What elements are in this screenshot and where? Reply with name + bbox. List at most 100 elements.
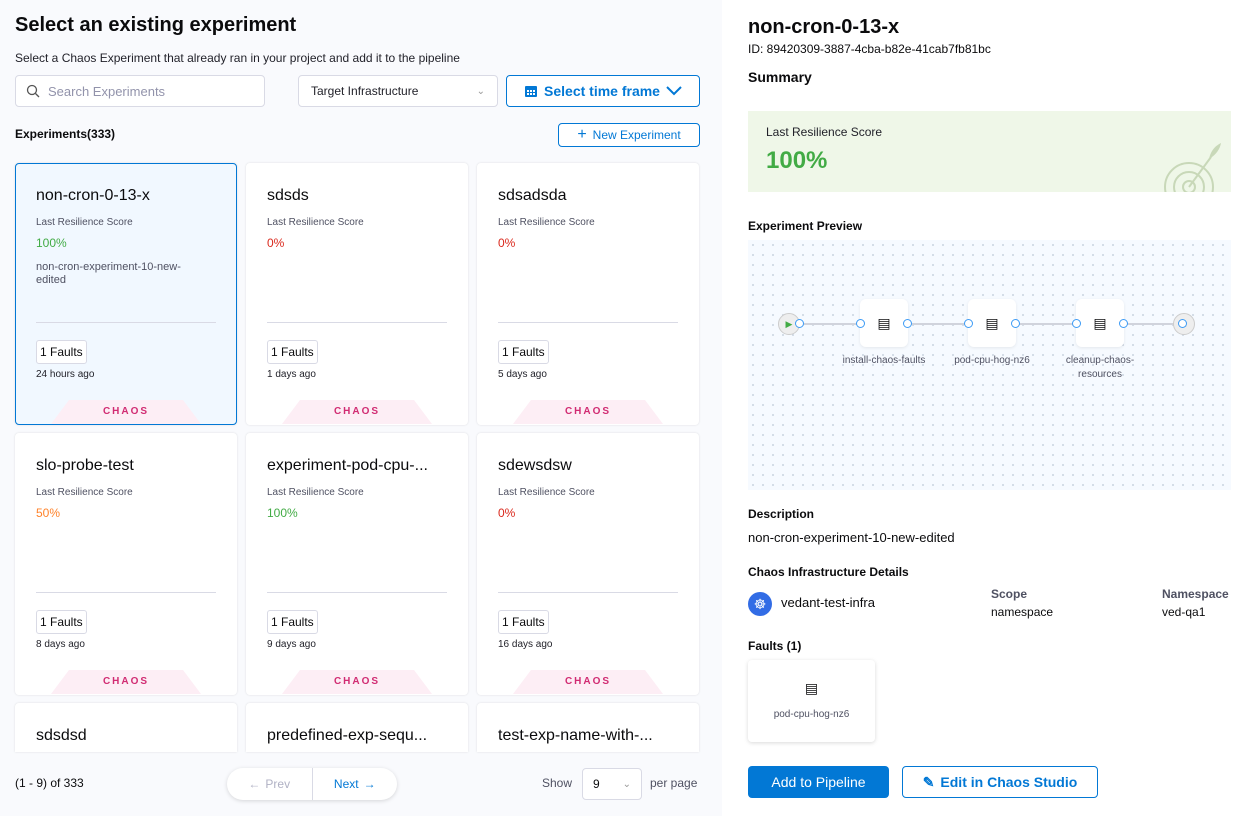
target-infrastructure-select[interactable]: Target Infrastructure ⌄: [298, 75, 498, 107]
search-input[interactable]: Search Experiments: [15, 75, 265, 107]
experiment-grid: non-cron-0-13-x Last Resilience Score 100…: [15, 163, 705, 752]
experiment-card[interactable]: test-exp-name-with-...: [477, 703, 699, 752]
prev-label: Prev: [265, 777, 291, 791]
prev-button[interactable]: ← Prev: [227, 768, 313, 800]
faults-badge: 1 Faults: [36, 340, 87, 364]
divider: [267, 322, 447, 323]
experiment-card[interactable]: slo-probe-test Last Resilience Score 50% …: [15, 433, 237, 695]
scope-label: Scope: [991, 587, 1028, 601]
page-subtitle: Select a Chaos Experiment that already r…: [15, 51, 460, 65]
target-icon: [1164, 143, 1221, 192]
fault-card[interactable]: ▤ pod-cpu-hog-nz6: [748, 660, 875, 742]
experiment-id: ID: 89420309-3887-4cba-b82e-41cab7fb81bc: [748, 42, 991, 56]
time-frame-label: Select time frame: [544, 83, 660, 99]
last-run-time: 16 days ago: [498, 639, 553, 650]
resilience-score-box: Last Resilience Score 100%: [748, 111, 1231, 192]
edit-label: Edit in Chaos Studio: [940, 774, 1078, 790]
page-title: Select an existing experiment: [15, 14, 297, 36]
experiment-name: sdsdsd: [36, 727, 87, 744]
experiment-name: predefined-exp-sequ...: [267, 727, 428, 744]
score-label: Last Resilience Score: [36, 487, 133, 498]
experiment-name: slo-probe-test: [36, 457, 134, 474]
experiment-card[interactable]: non-cron-0-13-x Last Resilience Score 100…: [15, 163, 237, 425]
divider: [36, 592, 216, 593]
score-value: 0%: [498, 236, 516, 250]
per-page-label: per page: [650, 776, 698, 790]
experiment-name: sdewsdsw: [498, 457, 572, 474]
chevron-down-icon: ⌄: [476, 85, 485, 97]
show-label: Show: [542, 776, 573, 790]
new-experiment-label: New Experiment: [592, 128, 681, 142]
score-value: 100%: [36, 236, 67, 250]
score-value: 50%: [36, 506, 61, 520]
experiment-details-panel: non-cron-0-13-x ID: 89420309-3887-4cba-b…: [722, 0, 1248, 816]
last-run-time: 5 days ago: [498, 369, 547, 380]
experiment-name: test-exp-name-with-...: [498, 727, 653, 744]
pencil-icon: ✎: [922, 773, 935, 790]
chaos-tag: CHAOS: [513, 400, 663, 424]
step-node[interactable]: ▤: [968, 299, 1016, 347]
description-heading: Description: [748, 507, 815, 521]
search-icon: [26, 84, 40, 98]
chaos-tag: CHAOS: [513, 670, 663, 694]
arrow-left-icon: ←: [248, 777, 261, 791]
experiment-name: sdsadsda: [498, 187, 567, 204]
arrow-right-icon: →: [363, 777, 376, 791]
infra-name: vedant-test-infra: [781, 595, 875, 610]
experiment-description: non-cron-experiment-10-new-edited: [36, 261, 181, 286]
fault-name: pod-cpu-hog-nz6: [773, 709, 850, 720]
last-run-time: 1 days ago: [267, 369, 316, 380]
faults-badge: 1 Faults: [267, 610, 318, 634]
next-label: Next: [333, 777, 359, 791]
edit-in-chaos-studio-button[interactable]: ✎ Edit in Chaos Studio: [902, 766, 1098, 798]
chaos-fault-icon: ▤: [804, 680, 819, 696]
experiment-card[interactable]: sdsadsda Last Resilience Score 0% 1 Fault…: [477, 163, 699, 425]
faults-heading: Faults (1): [748, 639, 802, 653]
faults-badge: 1 Faults: [498, 340, 549, 364]
target-infrastructure-label: Target Infrastructure: [311, 84, 419, 98]
score-value: 0%: [498, 506, 516, 520]
score-value: 100%: [766, 147, 828, 174]
chaos-fault-icon: ▤: [1093, 314, 1107, 331]
scope-value: namespace: [991, 605, 1054, 619]
chevron-down-icon: ⌄: [622, 778, 631, 790]
divider: [498, 322, 678, 323]
experiment-card[interactable]: experiment-pod-cpu-... Last Resilience Sc…: [246, 433, 468, 695]
experiment-preview-canvas[interactable]: ▶ ■ ▤ ▤ ▤ install-chaos-faults pod-cpu-h…: [748, 240, 1231, 490]
start-node-icon: ▶: [778, 313, 800, 335]
calendar-icon: [525, 86, 538, 97]
score-label: Last Resilience Score: [267, 217, 364, 228]
faults-badge: 1 Faults: [267, 340, 318, 364]
experiment-card[interactable]: sdewsdsw Last Resilience Score 0% 1 Fault…: [477, 433, 699, 695]
pagination: ← Prev Next →: [227, 768, 397, 800]
last-run-time: 24 hours ago: [36, 369, 95, 380]
new-experiment-button[interactable]: + New Experiment: [558, 123, 700, 147]
score-value: 0%: [267, 236, 285, 250]
infra-heading: Chaos Infrastructure Details: [748, 565, 909, 579]
experiment-name: sdsds: [267, 187, 309, 204]
experiments-count: Experiments(333): [15, 127, 116, 141]
add-to-pipeline-button[interactable]: Add to Pipeline: [748, 766, 889, 798]
experiment-card[interactable]: predefined-exp-sequ...: [246, 703, 468, 752]
page-size-value: 9: [593, 777, 600, 791]
namespace-value: ved-qa1: [1162, 605, 1206, 619]
page-size-select[interactable]: 9 ⌄: [582, 768, 642, 800]
last-run-time: 9 days ago: [267, 639, 316, 650]
experiment-name: experiment-pod-cpu-...: [267, 457, 428, 474]
experiment-card[interactable]: sdsds Last Resilience Score 0% 1 Faults 1…: [246, 163, 468, 425]
score-label: Last Resilience Score: [498, 487, 595, 498]
step-node[interactable]: ▤: [860, 299, 908, 347]
experiment-name: non-cron-0-13-x: [36, 187, 150, 204]
search-placeholder: Search Experiments: [48, 83, 166, 99]
chaos-tag: CHAOS: [282, 400, 432, 424]
score-label: Last Resilience Score: [267, 487, 364, 498]
step-node[interactable]: ▤: [1076, 299, 1124, 347]
experiment-title: non-cron-0-13-x: [748, 16, 900, 38]
select-time-frame-button[interactable]: Select time frame: [506, 75, 700, 107]
experiment-card[interactable]: sdsdsd: [15, 703, 237, 752]
pagination-info: (1 - 9) of 333: [15, 776, 84, 790]
chaos-tag: CHAOS: [282, 670, 432, 694]
next-button[interactable]: Next →: [313, 768, 398, 800]
plus-icon: +: [577, 126, 587, 143]
kubernetes-icon: ☸: [748, 592, 772, 616]
